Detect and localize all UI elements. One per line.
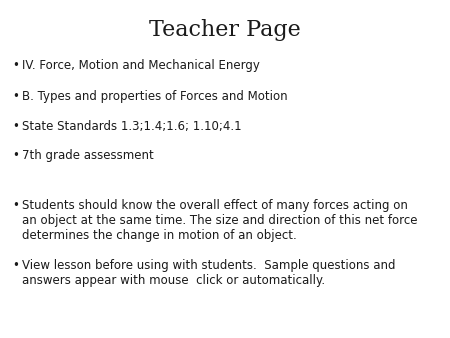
Text: IV. Force, Motion and Mechanical Energy: IV. Force, Motion and Mechanical Energy: [22, 59, 260, 72]
Text: 7th grade assessment: 7th grade assessment: [22, 149, 153, 162]
Text: •: •: [13, 259, 19, 271]
Text: •: •: [13, 59, 19, 72]
Text: •: •: [13, 199, 19, 212]
Text: Teacher Page: Teacher Page: [149, 19, 301, 41]
Text: View lesson before using with students.  Sample questions and
answers appear wit: View lesson before using with students. …: [22, 259, 395, 287]
Text: •: •: [13, 120, 19, 133]
Text: Students should know the overall effect of many forces acting on
an object at th: Students should know the overall effect …: [22, 199, 417, 242]
Text: State Standards 1.3;1.4;1.6; 1.10;4.1: State Standards 1.3;1.4;1.6; 1.10;4.1: [22, 120, 241, 133]
Text: •: •: [13, 90, 19, 102]
Text: B. Types and properties of Forces and Motion: B. Types and properties of Forces and Mo…: [22, 90, 287, 102]
Text: •: •: [13, 149, 19, 162]
